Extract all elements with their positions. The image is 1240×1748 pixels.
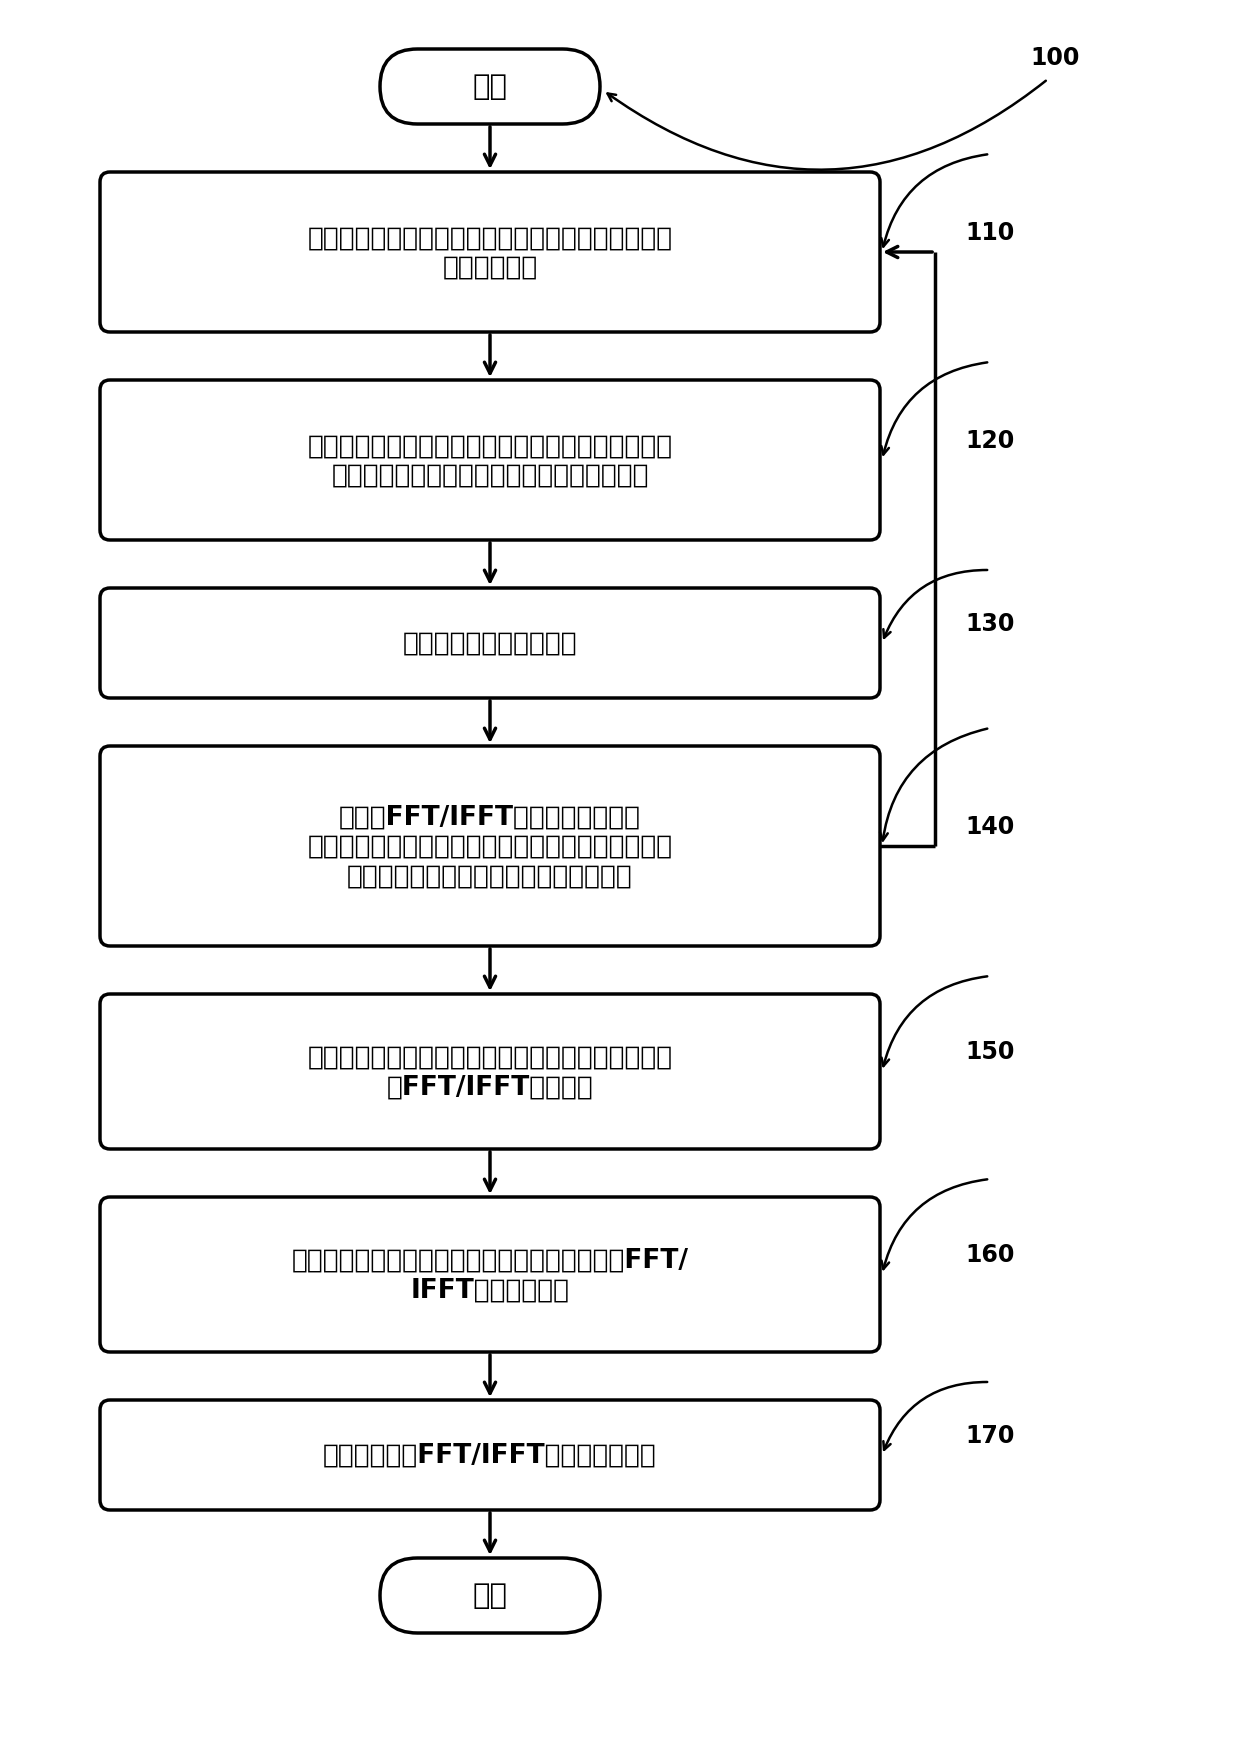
FancyBboxPatch shape: [100, 1400, 880, 1510]
FancyBboxPatch shape: [100, 381, 880, 540]
Text: 基于在一组数据中的数据位宽分布，识别是否需要对: 基于在一组数据中的数据位宽分布，识别是否需要对: [308, 225, 672, 252]
Text: 结束: 结束: [472, 1582, 507, 1610]
Text: 170: 170: [965, 1423, 1014, 1447]
FancyBboxPatch shape: [100, 173, 880, 332]
Text: 开始: 开始: [472, 73, 507, 101]
Text: 分别为所述第一多比特部分和所述第二多比特部分计: 分别为所述第一多比特部分和所述第二多比特部分计: [308, 1044, 672, 1070]
FancyBboxPatch shape: [100, 589, 880, 699]
FancyBboxPatch shape: [100, 1197, 880, 1353]
FancyBboxPatch shape: [379, 1557, 600, 1633]
FancyBboxPatch shape: [100, 746, 880, 946]
Text: 将当前FFT/IFFT计算中使用的数据: 将当前FFT/IFFT计算中使用的数据: [339, 804, 641, 830]
Text: 输出指示所述指数的信号: 输出指示所述指数的信号: [403, 631, 578, 657]
Text: 将所述第一多比特部分和所述第二多比特部分的FFT/: 将所述第一多比特部分和所述第二多比特部分的FFT/: [291, 1246, 688, 1273]
Text: 140: 140: [965, 815, 1014, 839]
Text: 当需要对数据进行分组时，为分在不同组中的数据分: 当需要对数据进行分组时，为分在不同组中的数据分: [308, 434, 672, 460]
Text: 数据进行分组: 数据进行分组: [443, 255, 538, 281]
Text: 100: 100: [1030, 45, 1079, 70]
Text: 160: 160: [965, 1243, 1014, 1267]
Text: IFFT计算结果相加: IFFT计算结果相加: [410, 1276, 569, 1302]
Text: 110: 110: [965, 220, 1014, 245]
Text: 第一多比特部分高于所述第二多比特部分: 第一多比特部分高于所述第二多比特部分: [347, 864, 632, 890]
FancyBboxPatch shape: [100, 995, 880, 1150]
Text: 120: 120: [965, 428, 1014, 453]
Text: 150: 150: [965, 1040, 1014, 1065]
FancyBboxPatch shape: [379, 51, 600, 124]
Text: 130: 130: [965, 612, 1014, 636]
Text: 分解为第一多比特部分和第二多比特部分，其中所述: 分解为第一多比特部分和第二多比特部分，其中所述: [308, 834, 672, 860]
Text: 扫描多个所述FFT/IFFT计算的叠加结果: 扫描多个所述FFT/IFFT计算的叠加结果: [324, 1442, 657, 1468]
Text: 配不同的包含有数位和组标志的数据表达方式: 配不同的包含有数位和组标志的数据表达方式: [331, 463, 649, 488]
Text: 算FFT/IFFT计算结果: 算FFT/IFFT计算结果: [387, 1073, 594, 1099]
